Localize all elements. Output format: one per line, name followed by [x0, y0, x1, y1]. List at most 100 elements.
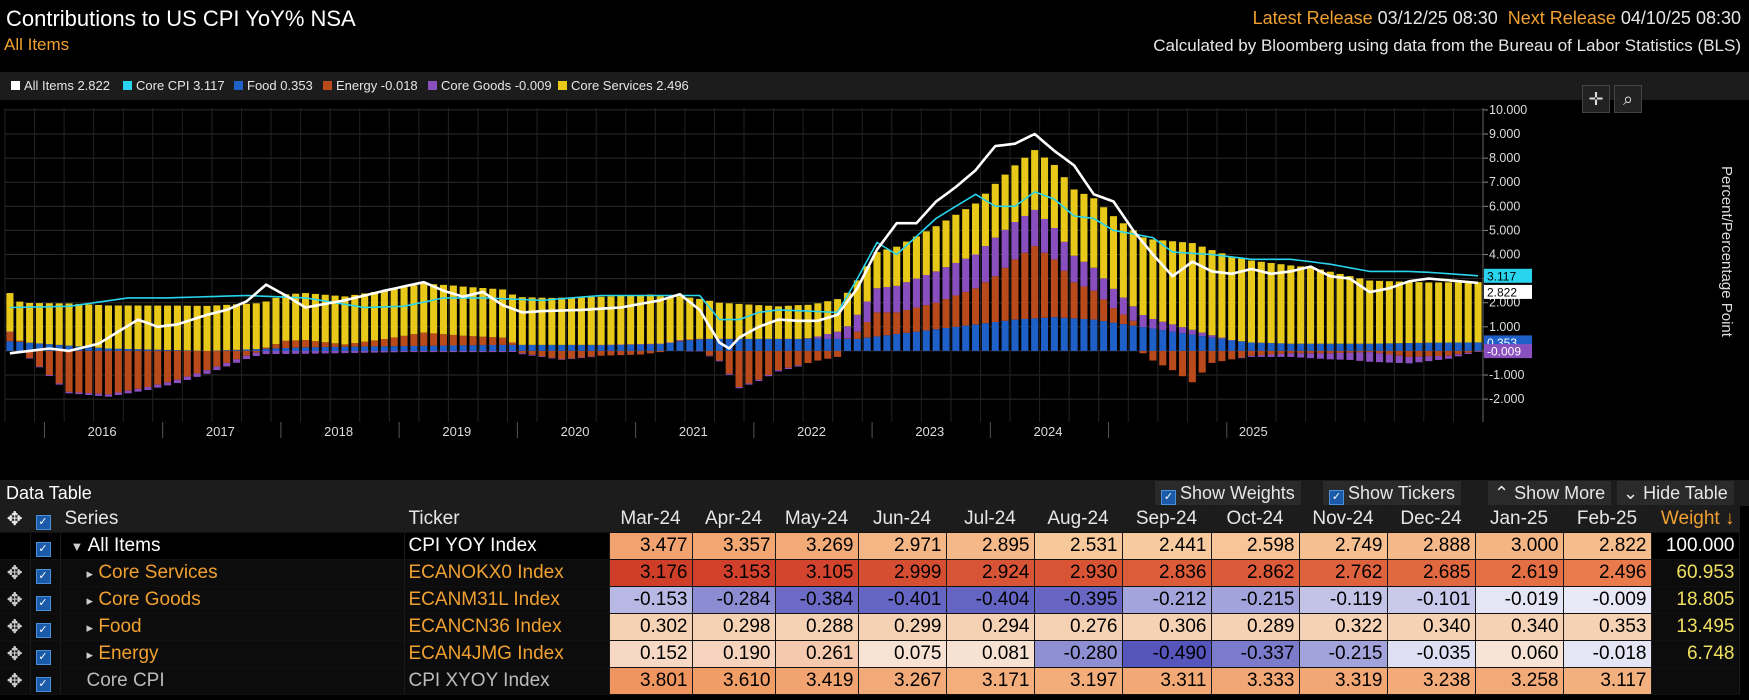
services-bar	[370, 291, 379, 341]
table-row[interactable]: ✥ ✓ Core CPI CPI XYOY Index 3.801 3.610 3.419…	[0, 667, 1740, 695]
services-bar	[1178, 242, 1187, 328]
row-checkbox[interactable]: ✓	[30, 586, 61, 614]
ticker-cell[interactable]: ECANM31L Index	[404, 586, 610, 614]
column-header-month[interactable]: Jun-24	[858, 506, 947, 533]
series-name[interactable]: ▸ Food	[60, 613, 405, 641]
food-bar	[1356, 343, 1364, 351]
legend-item-all-items[interactable]: All Items 2.822	[11, 78, 110, 93]
energy-bar	[804, 350, 812, 363]
column-header-month[interactable]: Oct-24	[1211, 506, 1300, 533]
x-tick-label: 2025	[1239, 424, 1268, 439]
row-checkbox[interactable]: ✓	[30, 640, 61, 668]
goods-bar	[656, 343, 664, 345]
table-row[interactable]: ✥ ✓ ▸ Core Services ECANOKX0 Index 3.176 3.15…	[0, 559, 1740, 587]
expand-icon[interactable]: ▸	[86, 647, 94, 662]
column-header-month[interactable]: Dec-24	[1387, 506, 1476, 533]
move-icon[interactable]: ✥	[0, 586, 31, 614]
column-header-month[interactable]: Nov-24	[1299, 506, 1388, 533]
ticker-cell[interactable]: ECAN4JMG Index	[404, 640, 610, 668]
show-weights-toggle[interactable]: ✓ Show Weights	[1155, 481, 1301, 505]
column-header-month[interactable]: Feb-25	[1563, 506, 1652, 533]
table-row[interactable]: ✥ ✓ ▸ Food ECANCN36 Index 0.302 0.298 0.288 0.2…	[0, 613, 1740, 641]
energy-bar	[1149, 350, 1157, 361]
value-cell: 3.105	[775, 559, 859, 587]
zoom-icon[interactable]: ⌕	[1614, 85, 1642, 113]
energy-bar	[242, 350, 250, 356]
food-bar	[85, 347, 93, 351]
expand-icon[interactable]: ▼	[70, 539, 84, 554]
move-icon[interactable]: ✥	[0, 559, 31, 587]
expand-icon[interactable]: ▸	[86, 593, 94, 608]
move-icon[interactable]: ✥	[0, 506, 31, 533]
select-all-checkbox[interactable]: ✓	[30, 506, 61, 533]
show-more-button[interactable]: ⌃ Show More	[1488, 481, 1612, 505]
series-name[interactable]: Core CPI	[60, 667, 405, 695]
move-icon[interactable]: ✥	[0, 640, 31, 668]
table-row[interactable]: ✓ ▼ All Items CPI YOY Index 3.477 3.357 3.269…	[0, 532, 1740, 560]
goods-bar	[705, 355, 714, 357]
services-bar	[1040, 157, 1049, 219]
column-header-month[interactable]: Apr-24	[692, 506, 776, 533]
expand-icon[interactable]: ▸	[86, 620, 94, 635]
goods-bar	[627, 344, 635, 345]
energy-bar	[1415, 350, 1423, 357]
series-label: Core CPI	[86, 670, 165, 691]
crosshair-icon[interactable]: ✛	[1582, 85, 1610, 113]
show-tickers-toggle[interactable]: ✓ Show Tickers	[1323, 481, 1462, 505]
table-row[interactable]: ✥ ✓ ▸ Core Goods ECANM31L Index -0.153 -0.284…	[0, 586, 1740, 614]
energy-bar	[518, 350, 526, 354]
column-header-month[interactable]: Jan-25	[1475, 506, 1564, 533]
row-checkbox[interactable]: ✓	[30, 559, 61, 587]
food-bar	[16, 341, 24, 351]
ticker-cell[interactable]: CPI XYOY Index	[404, 667, 610, 695]
services-bar	[548, 297, 556, 345]
series-name[interactable]: ▸ Energy	[60, 640, 405, 668]
column-header-month[interactable]: Jul-24	[946, 506, 1035, 533]
row-checkbox[interactable]: ✓	[30, 667, 61, 695]
column-header-ticker[interactable]: Ticker	[404, 506, 610, 533]
ticker-cell[interactable]: ECANCN36 Index	[404, 613, 610, 641]
value-cell: 2.762	[1299, 559, 1388, 587]
move-icon[interactable]: ✥	[0, 613, 31, 641]
cpi-contribution-chart[interactable]: 2015201620172018201920202021202220232024…	[0, 100, 1749, 480]
series-name[interactable]: ▸ Core Goods	[60, 586, 405, 614]
goods-bar	[1070, 255, 1078, 283]
goods-bar	[1307, 353, 1315, 359]
food-bar	[1139, 327, 1147, 351]
page-subtitle[interactable]: All Items	[4, 35, 70, 54]
ticker-cell[interactable]: ECANOKX0 Index	[404, 559, 610, 587]
goods-bar	[1464, 352, 1472, 354]
column-header-month[interactable]: Aug-24	[1034, 506, 1123, 533]
services-bar	[646, 294, 654, 344]
legend-item-food[interactable]: Food 0.353	[234, 78, 313, 93]
energy-bar	[183, 350, 191, 377]
goods-bar	[1435, 356, 1443, 360]
series-name[interactable]: ▸ Core Services	[60, 559, 405, 587]
legend-item-energy[interactable]: Energy -0.018	[323, 78, 418, 93]
weight-cell: 60.953	[1651, 559, 1740, 587]
table-header-row: ✥ ✓ Series Ticker Mar-24 Apr-24 May-24 J…	[0, 506, 1740, 533]
move-icon[interactable]	[0, 532, 31, 560]
row-checkbox[interactable]: ✓	[30, 532, 61, 560]
move-icon[interactable]: ✥	[0, 667, 31, 695]
goods-bar	[508, 350, 516, 352]
legend-item-core-cpi[interactable]: Core CPI 3.117	[123, 78, 225, 93]
services-bar	[380, 290, 388, 340]
column-header-series[interactable]: Series	[60, 506, 405, 533]
goods-bar	[213, 366, 221, 371]
expand-icon[interactable]: ▸	[86, 566, 94, 581]
table-row[interactable]: ✥ ✓ ▸ Energy ECAN4JMG Index 0.152 0.190 0.261 0…	[0, 640, 1740, 668]
legend-item-core-services[interactable]: Core Services 2.496	[558, 78, 689, 93]
legend-item-core-goods[interactable]: Core Goods -0.009	[428, 78, 552, 93]
y-tick-label: 5.000	[1489, 223, 1520, 237]
series-name[interactable]: ▼ All Items	[60, 532, 405, 560]
column-header-weight[interactable]: Weight ↓	[1651, 506, 1740, 533]
column-header-month[interactable]: Sep-24	[1122, 506, 1212, 533]
ticker-cell[interactable]: CPI YOY Index	[404, 532, 610, 560]
row-checkbox[interactable]: ✓	[30, 613, 61, 641]
hide-table-button[interactable]: ⌄ Hide Table	[1617, 481, 1734, 505]
column-header-month[interactable]: Mar-24	[609, 506, 693, 533]
column-header-month[interactable]: May-24	[775, 506, 859, 533]
next-release-label: Next Release	[1507, 8, 1616, 28]
goods-bar	[469, 350, 477, 353]
